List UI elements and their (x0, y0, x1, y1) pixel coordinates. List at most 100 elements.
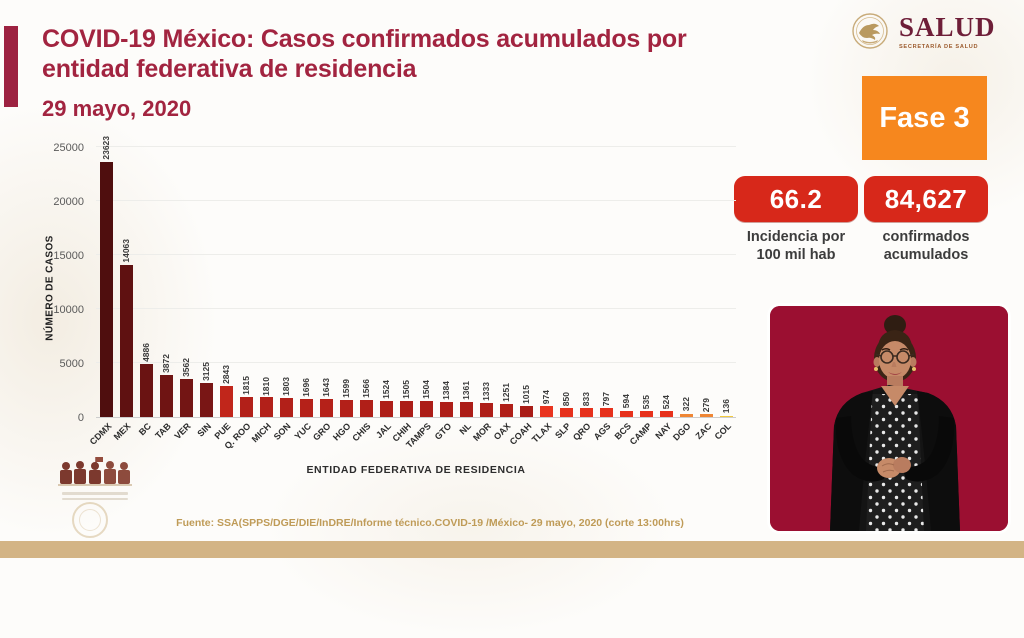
x-tick-label: YUC (292, 421, 314, 442)
bar-tab (159, 375, 173, 417)
bar-hgo (339, 399, 353, 417)
bar-nay (659, 411, 673, 417)
gridline (96, 200, 736, 201)
bar-column: 1251 OAX (492, 148, 516, 442)
bar-value-label: 23623 (101, 136, 111, 160)
bar-value-label: 524 (661, 395, 671, 410)
bar-column: 279 ZAC (693, 148, 716, 441)
bar-column: 14063 MEX (112, 148, 136, 441)
bar-value-label: 833 (581, 391, 591, 407)
bottom-gold-band (0, 541, 1024, 558)
y-tick-label: 10000 (53, 304, 84, 316)
x-tick-label: TLAX (529, 421, 554, 445)
bar-gto (439, 402, 453, 417)
bar-column: 1384 GTO (432, 148, 456, 442)
bar-value-label: 850 (561, 391, 571, 406)
y-tick-label: 25000 (53, 142, 84, 154)
bar-mex (119, 265, 133, 417)
bar-value-label: 3872 (161, 354, 171, 374)
bar-yuc (299, 398, 313, 417)
bar-column: 1361 NL (456, 148, 476, 436)
bar-column: 1015 COAH (507, 148, 536, 447)
bar-value-label: 1566 (361, 379, 371, 399)
x-tick-label: CHIS (350, 421, 374, 444)
x-tick-label: CAMP (627, 421, 654, 447)
bar-value-label: 1696 (301, 377, 311, 397)
bar-ags (599, 408, 613, 417)
bar-column: 3562 VER (173, 148, 196, 442)
bar-slp (559, 407, 573, 417)
x-tick-label: BC (136, 421, 154, 438)
bar-column: 23623 CDMX (87, 136, 116, 447)
bar-value-label: 974 (541, 390, 551, 405)
bar-column: 1696 YUC (293, 148, 316, 442)
page-title: COVID-19 México: Casos confirmados acumu… (42, 24, 742, 84)
bar-tamps (419, 400, 433, 417)
bar-mor (479, 402, 493, 417)
bar-oax (499, 403, 513, 417)
incidence-label-line1: Incidencia por (746, 229, 846, 245)
y-tick-label: 0 (77, 412, 84, 424)
bar-value-label: 1384 (441, 381, 451, 401)
bar-tlax (539, 406, 553, 417)
heroes-figures-icon (58, 457, 132, 486)
bar-column: 1505 CHIH (390, 148, 416, 444)
bar-column: 833 QRO (571, 148, 596, 443)
x-tick-label: HGO (331, 421, 354, 443)
x-tick-label: CDMX (87, 421, 114, 447)
bars-container: 23623 CDMX 14063 MEX 4886 BC 3872 TAB 3562 VER 312… (87, 136, 736, 451)
logo-wordmark: SALUD (899, 12, 996, 42)
bar-coah (519, 406, 533, 417)
bar-column: 136 COL (713, 148, 736, 441)
x-tick-label: NL (457, 421, 474, 437)
x-tick-label: SON (272, 421, 294, 442)
x-tick-label: VER (172, 421, 194, 442)
salud-logo: SALUD SECRETARÍA DE SALUD (849, 9, 996, 55)
bar-column: 1504 TAMPS (404, 148, 436, 450)
x-tick-label: COAH (507, 421, 534, 447)
left-accent-bar (4, 26, 18, 107)
bar-bc (139, 364, 153, 417)
x-tick-label: GRO (311, 421, 334, 443)
source-footer: Fuente: SSA(SPPS/DGE/DIE/InDRE/Informe t… (176, 517, 684, 529)
bar-zac (699, 414, 713, 417)
x-tick-label: MOR (471, 421, 494, 443)
bar-value-label: 322 (681, 397, 691, 412)
seal-watermark (72, 502, 108, 538)
bar-value-label: 1504 (421, 379, 431, 399)
eagle-emblem-icon (852, 13, 888, 49)
plot-area: 23623 CDMX 14063 MEX 4886 BC 3872 TAB 3562 VER 312… (87, 136, 736, 451)
bar-dgo (679, 413, 693, 417)
bar-column: 1643 GRO (311, 148, 336, 442)
bar-column: 850 SLP (554, 148, 576, 441)
bar-value-label: 14063 (121, 239, 131, 264)
bar-bcs (619, 410, 633, 417)
bar-column: 974 TLAX (529, 148, 556, 444)
bar-nl (459, 402, 473, 417)
bar-chis (359, 400, 373, 417)
gridline (96, 362, 736, 363)
bar-q-roo (239, 397, 253, 417)
gridline (96, 308, 736, 309)
x-tick-label: MICH (249, 421, 274, 445)
bar-gro (319, 399, 333, 417)
gridline (96, 146, 736, 147)
bar-value-label: 3562 (181, 357, 191, 377)
bar-qro (579, 408, 593, 417)
x-tick-label: QRO (571, 421, 594, 443)
bar-value-label: 535 (641, 395, 651, 410)
y-axis-ticks: 0 5000 10000 15000 20000 25000 (36, 142, 90, 424)
bar-value-label: 1810 (261, 376, 271, 396)
y-tick-label: 20000 (53, 196, 84, 208)
incidence-label-line2: 100 mil hab (756, 246, 836, 263)
bar-column: 1815 Q. ROO (223, 148, 256, 451)
x-tick-label: AGS (592, 421, 614, 442)
date-label: 29 mayo, 2020 (42, 96, 192, 121)
bar-column: 1524 JAL (374, 148, 396, 440)
bar-cdmx (99, 161, 113, 417)
x-tick-label: NAY (653, 421, 674, 441)
bar-column: 1810 MICH (250, 148, 276, 445)
bar-column: 3872 TAB (153, 148, 176, 440)
bar-column: 535 CAMP (627, 148, 656, 447)
bar-column: 1599 HGO (331, 148, 356, 443)
